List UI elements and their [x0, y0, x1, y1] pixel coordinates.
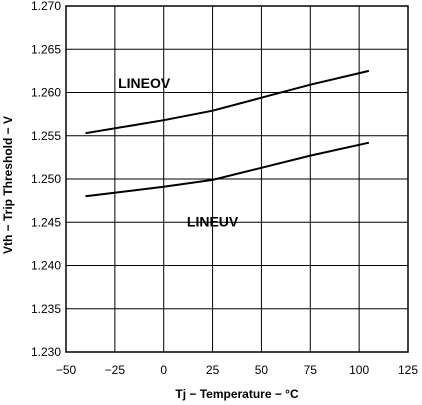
x-tick-label: −25 — [105, 363, 126, 377]
grid — [65, 5, 409, 353]
x-tick-label: 0 — [160, 363, 167, 377]
series-line-lineuv — [85, 141, 370, 198]
series-label-lineuv: LINEUV — [187, 214, 239, 230]
plot-border — [65, 5, 409, 353]
y-tick-label: 1.250 — [31, 172, 61, 186]
x-tick-label: 50 — [255, 363, 269, 377]
y-tick-label: 1.240 — [31, 259, 61, 273]
series-line-lineov — [85, 69, 370, 135]
x-tick-labels: −50 −25 0 25 50 75 100 125 — [56, 363, 419, 377]
series-labels: LINEOV LINEUV — [118, 75, 239, 229]
series-label-lineov: LINEOV — [118, 75, 171, 91]
y-tick-label: 1.230 — [31, 345, 61, 359]
x-tick-label: 75 — [304, 363, 318, 377]
plot-frame — [65, 5, 409, 353]
series-lines — [85, 69, 370, 198]
y-tick-label: 1.235 — [31, 302, 61, 316]
y-tick-label: 1.260 — [31, 86, 61, 100]
x-tick-label: 100 — [349, 363, 369, 377]
y-tick-label: 1.265 — [31, 42, 61, 56]
x-tick-label: 125 — [398, 363, 418, 377]
y-tick-labels: 1.230 1.235 1.240 1.245 1.250 1.255 1.260 1.265… — [31, 0, 61, 359]
y-tick-label: 1.255 — [31, 129, 61, 143]
y-axis-title: Vth − Trip Threshold − V — [1, 116, 15, 254]
x-axis-title: Tj − Temperature − °C — [175, 387, 299, 401]
y-tick-label: 1.270 — [31, 0, 61, 13]
x-tick-label: −50 — [56, 363, 77, 377]
y-tick-label: 1.245 — [31, 215, 61, 229]
x-tick-label: 25 — [206, 363, 220, 377]
